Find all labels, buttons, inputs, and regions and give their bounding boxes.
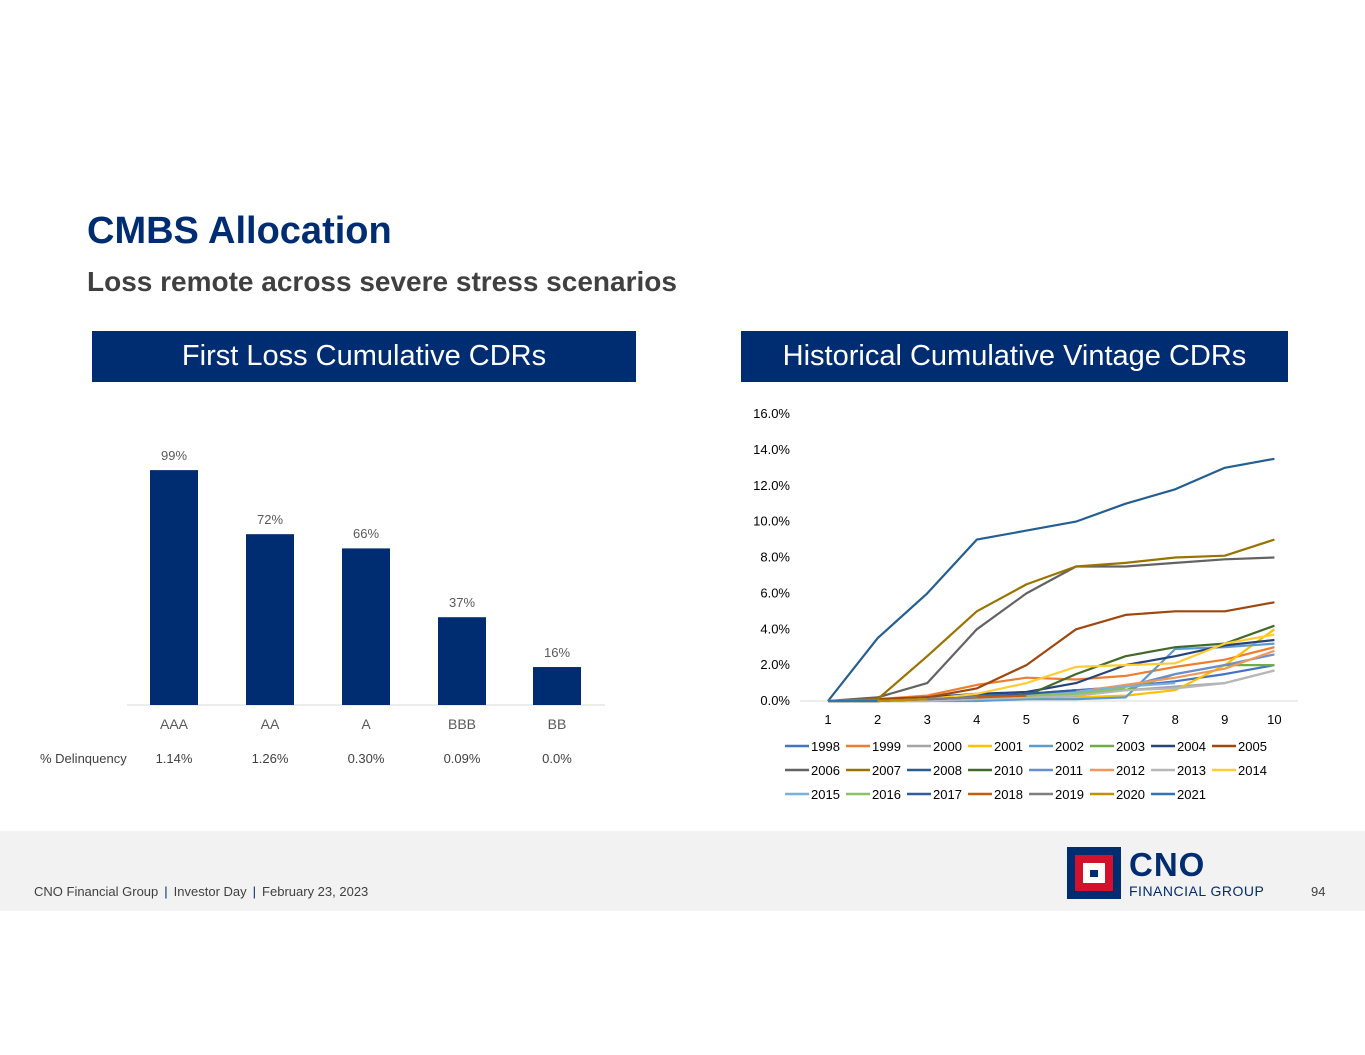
x-tick-label: 1	[824, 712, 831, 727]
series-line-2005	[827, 601, 1275, 703]
bar-BBB	[438, 617, 486, 705]
bar-chart-header: First Loss Cumulative CDRs	[92, 331, 636, 382]
bar-AA	[246, 534, 294, 705]
x-tick-label: 8	[1172, 712, 1179, 727]
legend-label: 2004	[1177, 739, 1206, 754]
delinquency-value: 1.14%	[155, 751, 193, 766]
legend-label: 2018	[994, 787, 1023, 802]
bar-BB	[533, 667, 581, 705]
x-tick-label: 2	[874, 712, 881, 727]
legend-label: 2015	[811, 787, 840, 802]
page-subtitle: Loss remote across severe stress scenari…	[87, 266, 677, 297]
footer-separator: |	[164, 884, 168, 899]
legend-label: 2002	[1055, 739, 1084, 754]
y-tick-label: 6.0%	[760, 585, 790, 600]
x-tick-label: 5	[1023, 712, 1030, 727]
footer-event: Investor Day	[173, 884, 247, 899]
legend-label: 2008	[933, 763, 962, 778]
category-label: A	[361, 716, 371, 732]
line-chart: 0.0% 2.0% 4.0% 6.0% 8.0% 10.0% 12.0% 14.0% 16.0%…	[753, 406, 1298, 802]
legend-label: 1998	[811, 739, 840, 754]
series-line-2008	[827, 457, 1275, 702]
bar-chart-plot	[127, 470, 605, 706]
y-tick-label: 0.0%	[760, 693, 790, 708]
y-tick-label: 12.0%	[753, 478, 790, 493]
legend-label: 2007	[872, 763, 901, 778]
line-chart-header: Historical Cumulative Vintage CDRs	[741, 331, 1288, 382]
y-tick-label: 14.0%	[753, 442, 790, 457]
delinquency-value: 0.30%	[347, 751, 385, 766]
legend-label: 2017	[933, 787, 962, 802]
bar-value-label: 99%	[160, 448, 188, 464]
legend-label: 2010	[994, 763, 1023, 778]
legend-label: 2001	[994, 739, 1023, 754]
x-tick-label: 7	[1122, 712, 1129, 727]
category-label: AAA	[159, 716, 188, 732]
category-label: BBB	[447, 716, 476, 732]
delinquency-value: 1.26%	[251, 751, 289, 766]
series-line-2006	[827, 556, 1275, 703]
footer-separator: |	[252, 884, 257, 899]
legend-label: 1999	[872, 739, 901, 754]
legend-label: 2013	[1177, 763, 1206, 778]
legend-label: 2006	[811, 763, 840, 778]
logo-wordmark: CNO	[1129, 846, 1206, 883]
x-tick-label: 9	[1221, 712, 1228, 727]
legend-label: 2011	[1055, 763, 1083, 778]
logo-mark-icon	[1067, 847, 1121, 899]
footer-text: CNO Financial Group | Investor Day | Februar…	[34, 884, 368, 899]
category-label: AA	[260, 716, 280, 732]
footer-company: CNO Financial Group	[34, 884, 159, 899]
y-tick-label: 8.0%	[760, 550, 790, 565]
footer-date: February 23, 2023	[262, 884, 369, 899]
footer-band	[0, 831, 1365, 911]
series-line-2001	[828, 628, 1276, 703]
x-tick-label: 6	[1072, 712, 1079, 727]
y-tick-label: 10.0%	[753, 514, 790, 529]
legend-label: 2005	[1238, 739, 1267, 754]
x-tick-label: 3	[924, 712, 931, 727]
bar-value-label: 72%	[256, 512, 284, 528]
bar-value-label: 16%	[543, 645, 571, 661]
bar-value-label: 66%	[352, 526, 380, 542]
legend-label: 2012	[1116, 763, 1145, 778]
legend-label: 2016	[872, 787, 901, 802]
legend-label: 2000	[933, 739, 962, 754]
x-tick-label: 4	[973, 712, 980, 727]
y-tick-label: 16.0%	[753, 406, 790, 421]
bar-AAA	[150, 470, 198, 705]
legend-label: 2019	[1055, 787, 1084, 802]
delinquency-row-label: % Delinquency	[40, 751, 127, 766]
legend-label: 2014	[1238, 763, 1267, 778]
delinquency-value: 0.09%	[443, 751, 481, 766]
category-label: BB	[547, 716, 567, 732]
series-line-2010	[828, 624, 1275, 703]
logo-tagline: FINANCIAL GROUP	[1129, 883, 1265, 899]
legend-label: 2021	[1177, 787, 1206, 802]
bar-value-label: 37%	[448, 595, 476, 611]
y-tick-label: 4.0%	[760, 621, 790, 636]
legend-label: 2020	[1116, 787, 1145, 802]
series-line-2007	[827, 538, 1275, 703]
x-tick-label: 10	[1267, 712, 1281, 727]
delinquency-value: 0.0%	[542, 751, 572, 766]
bar-A	[342, 548, 390, 705]
company-logo: CNO FINANCIAL GROUP	[1067, 845, 1287, 900]
page-number: 94	[1311, 884, 1326, 899]
y-tick-label: 2.0%	[760, 657, 790, 672]
logo-center-dot	[1090, 870, 1098, 877]
legend-label: 2003	[1116, 739, 1145, 754]
page-title: CMBS Allocation	[87, 210, 392, 252]
